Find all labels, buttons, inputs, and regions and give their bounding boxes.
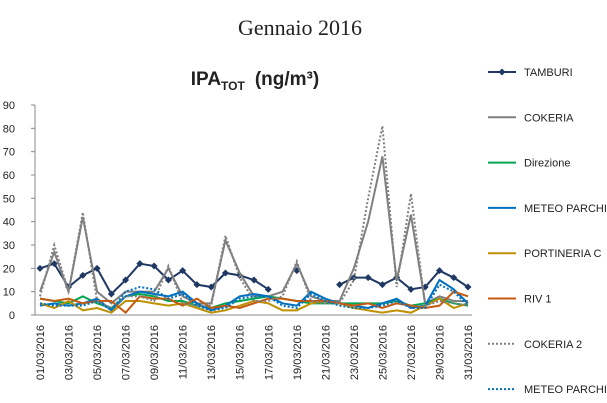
y-tick-label: 80 bbox=[3, 123, 15, 135]
x-tick-label: 21/03/2016 bbox=[320, 325, 332, 380]
point-marker bbox=[136, 260, 144, 268]
point-marker bbox=[122, 276, 130, 284]
point-marker bbox=[79, 271, 87, 279]
y-tick-label: 50 bbox=[3, 193, 15, 205]
legend-label: RIV 1 bbox=[524, 294, 552, 306]
point-marker bbox=[36, 264, 44, 272]
legend-label: TAMBURI bbox=[524, 67, 573, 79]
point-marker bbox=[450, 274, 458, 282]
series-line bbox=[39, 278, 469, 312]
title-unit: (ng/m³) bbox=[255, 69, 319, 90]
x-tick-label: 11/03/2016 bbox=[178, 325, 190, 379]
point-marker bbox=[207, 283, 215, 291]
x-tick-label: 05/03/2016 bbox=[92, 325, 104, 380]
y-tick-label: 30 bbox=[3, 240, 15, 252]
point-marker bbox=[464, 283, 472, 291]
title-sub: TOT bbox=[221, 79, 245, 93]
y-tick-label: 40 bbox=[3, 217, 15, 229]
x-tick-label: 25/03/2016 bbox=[377, 325, 389, 380]
point-marker bbox=[150, 262, 158, 270]
point-marker bbox=[164, 276, 172, 284]
series-line bbox=[39, 156, 468, 305]
legend-marker bbox=[498, 68, 506, 76]
x-tick-label: 27/03/2016 bbox=[406, 325, 418, 380]
x-tick-label: 07/03/2016 bbox=[121, 325, 133, 380]
x-tick-label: 31/03/2016 bbox=[463, 325, 475, 380]
x-tick-label: 01/03/2016 bbox=[35, 325, 47, 380]
point-marker bbox=[193, 281, 201, 289]
point-marker bbox=[250, 276, 258, 284]
y-tick-label: 90 bbox=[3, 100, 15, 112]
y-tick-label: 70 bbox=[3, 147, 15, 159]
x-tick-label: 29/03/2016 bbox=[434, 325, 446, 380]
x-tick-label: 13/03/2016 bbox=[206, 325, 218, 380]
y-tick-label: 0 bbox=[9, 310, 15, 322]
legend-label: COKERIA bbox=[524, 112, 574, 124]
x-tick-label: 19/03/2016 bbox=[292, 325, 304, 380]
point-marker bbox=[364, 274, 372, 282]
legend-label: METEO PARCHI 2 bbox=[524, 384, 607, 396]
point-marker bbox=[221, 269, 229, 277]
page-title: Gennaio 2016 bbox=[238, 15, 362, 40]
legend-label: COKERIA 2 bbox=[524, 339, 582, 351]
point-marker bbox=[264, 285, 272, 293]
legend-label: Direzione bbox=[524, 158, 570, 170]
y-tick-label: 10 bbox=[3, 287, 15, 299]
chart-title: IPATOT (ng/m³) bbox=[191, 69, 319, 93]
y-tick-label: 20 bbox=[3, 263, 15, 275]
legend-label: PORTINERIA C bbox=[524, 248, 601, 260]
x-tick-label: 09/03/2016 bbox=[149, 325, 161, 380]
point-marker bbox=[179, 267, 187, 275]
series-line bbox=[39, 125, 469, 310]
x-tick-label: 15/03/2016 bbox=[235, 325, 247, 380]
point-marker bbox=[336, 281, 344, 289]
point-marker bbox=[407, 285, 415, 293]
x-tick-label: 17/03/2016 bbox=[263, 325, 275, 380]
point-marker bbox=[93, 264, 101, 272]
title-main: IPA bbox=[191, 69, 222, 90]
point-marker bbox=[50, 260, 58, 268]
series-line bbox=[39, 290, 469, 315]
x-tick-label: 23/03/2016 bbox=[349, 325, 361, 380]
point-marker bbox=[107, 290, 115, 298]
legend-label: METEO PARCHI bbox=[524, 203, 607, 215]
x-tick-label: 03/03/2016 bbox=[64, 325, 76, 380]
point-marker bbox=[378, 281, 386, 289]
y-tick-label: 60 bbox=[3, 170, 15, 182]
point-marker bbox=[435, 267, 443, 275]
